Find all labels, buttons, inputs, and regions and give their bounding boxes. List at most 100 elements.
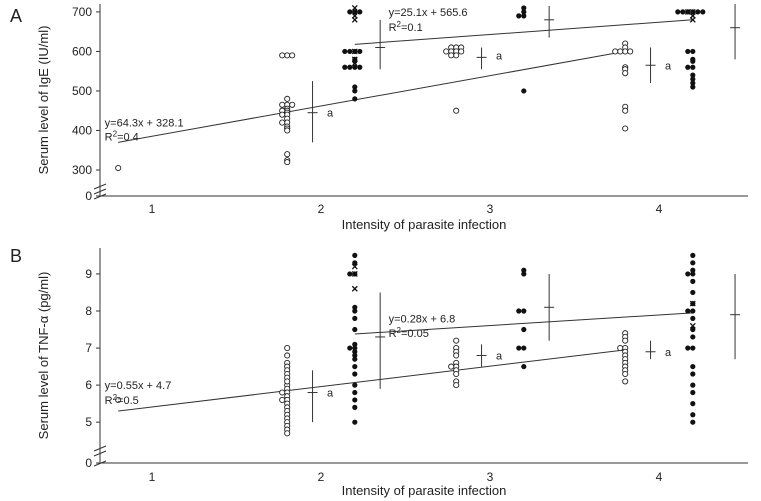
data-point-open <box>284 159 291 166</box>
panel-letter: B <box>10 246 22 266</box>
data-point-filled <box>685 48 691 55</box>
data-point-open <box>289 101 296 108</box>
x-tick-label: 4 <box>656 202 663 216</box>
data-point-open <box>453 107 460 114</box>
data-point-filled <box>352 352 358 359</box>
data-point-open <box>284 95 291 102</box>
data-point-cross <box>351 16 358 23</box>
data-point-open <box>453 52 460 59</box>
data-point-filled <box>342 48 348 55</box>
data-point-filled <box>521 345 527 351</box>
x-tick-label: 4 <box>656 470 663 484</box>
data-point-open <box>289 52 296 59</box>
data-point-filled <box>352 371 358 377</box>
regression-line <box>118 50 626 143</box>
data-point-filled <box>352 397 358 403</box>
data-point-open <box>284 378 291 385</box>
data-point-filled <box>690 278 696 284</box>
data-point-filled <box>347 48 353 55</box>
data-point-filled <box>352 308 358 314</box>
significance-marker: a <box>327 108 334 120</box>
data-point-cross <box>689 300 696 307</box>
data-point-open <box>279 389 286 396</box>
data-point-filled <box>352 349 358 355</box>
data-point-filled <box>690 252 696 259</box>
panel-a: A 0 300 400 500 600 700 1 2 3 4 Intensity of parasi… <box>10 4 748 232</box>
data-point-open <box>115 164 122 172</box>
significance-marker: a <box>665 347 672 359</box>
r-squared-label: R2=0.5 <box>105 393 139 407</box>
y-axis-label: Serum level of IgE (IU/ml) <box>36 26 51 175</box>
data-point-filled <box>352 404 358 410</box>
data-point-filled <box>690 72 696 78</box>
y-tick-label: 0 <box>85 189 92 203</box>
data-point-open <box>284 430 291 437</box>
data-point-filled <box>521 267 527 273</box>
data-point-filled <box>690 267 696 273</box>
x-axis-label: Intensity of parasite infection <box>342 217 507 232</box>
y-tick-label: 6 <box>85 378 92 392</box>
data-point-open <box>622 378 629 385</box>
data-point-open <box>612 48 619 55</box>
data-point-filled <box>352 345 358 351</box>
y-tick-label: 300 <box>72 163 92 177</box>
data-point-filled <box>352 304 358 310</box>
y-tick-label: 700 <box>72 5 92 19</box>
data-point-filled <box>690 334 696 340</box>
data-point-filled <box>690 308 696 314</box>
data-point-cross <box>351 270 358 277</box>
data-point-filled <box>690 389 696 396</box>
data-point-filled <box>685 64 691 70</box>
x-tick-label: 2 <box>318 470 325 484</box>
data-point-open <box>453 370 460 378</box>
data-point-filled <box>352 326 358 333</box>
data-point-filled <box>352 84 358 90</box>
data-point-filled <box>690 412 696 418</box>
data-point-cross <box>351 263 358 270</box>
data-point-filled <box>521 9 527 15</box>
y-tick-label: 600 <box>72 44 92 58</box>
data-point-filled <box>690 326 696 333</box>
data-point-filled <box>690 80 696 86</box>
data-point-open <box>284 352 291 359</box>
data-point-open <box>448 52 455 59</box>
data-point-filled <box>347 64 353 70</box>
data-point-filled <box>352 96 358 102</box>
data-point-cross <box>689 322 696 329</box>
data-point-open <box>453 382 460 389</box>
y-tick-label: 500 <box>72 84 92 98</box>
data-point-open <box>279 111 286 118</box>
data-point-filled <box>347 271 353 277</box>
data-point-filled <box>352 315 358 322</box>
data-point-filled <box>521 363 527 370</box>
data-point-filled <box>690 345 696 351</box>
data-point-open <box>622 370 629 378</box>
y-tick-label: 400 <box>72 123 92 137</box>
data-point-open <box>458 48 465 55</box>
data-point-filled <box>690 260 696 266</box>
data-point-filled <box>352 9 358 15</box>
data-point-filled <box>352 363 358 370</box>
data-point-open <box>617 48 624 55</box>
data-point-filled <box>342 64 348 70</box>
data-point-filled <box>352 341 358 347</box>
data-point-open <box>453 337 460 344</box>
data-point-filled <box>680 9 686 15</box>
data-point-filled <box>352 389 358 396</box>
data-point-cross <box>351 285 358 292</box>
data-point-open <box>622 337 629 344</box>
x-tick-label: 1 <box>149 202 156 216</box>
regression-equation: y=0.28x + 6.8 <box>389 313 456 325</box>
data-point-open <box>115 396 122 403</box>
data-point-open <box>284 127 291 134</box>
data-point-open <box>617 345 624 352</box>
y-tick-label: 5 <box>85 415 92 429</box>
data-point-filled <box>695 9 701 15</box>
data-point-filled <box>521 326 527 333</box>
data-point-filled <box>690 315 696 322</box>
data-point-filled <box>352 88 358 94</box>
data-point-filled <box>352 419 358 425</box>
y-tick-label: 7 <box>85 341 92 355</box>
y-axis-break <box>93 183 107 195</box>
